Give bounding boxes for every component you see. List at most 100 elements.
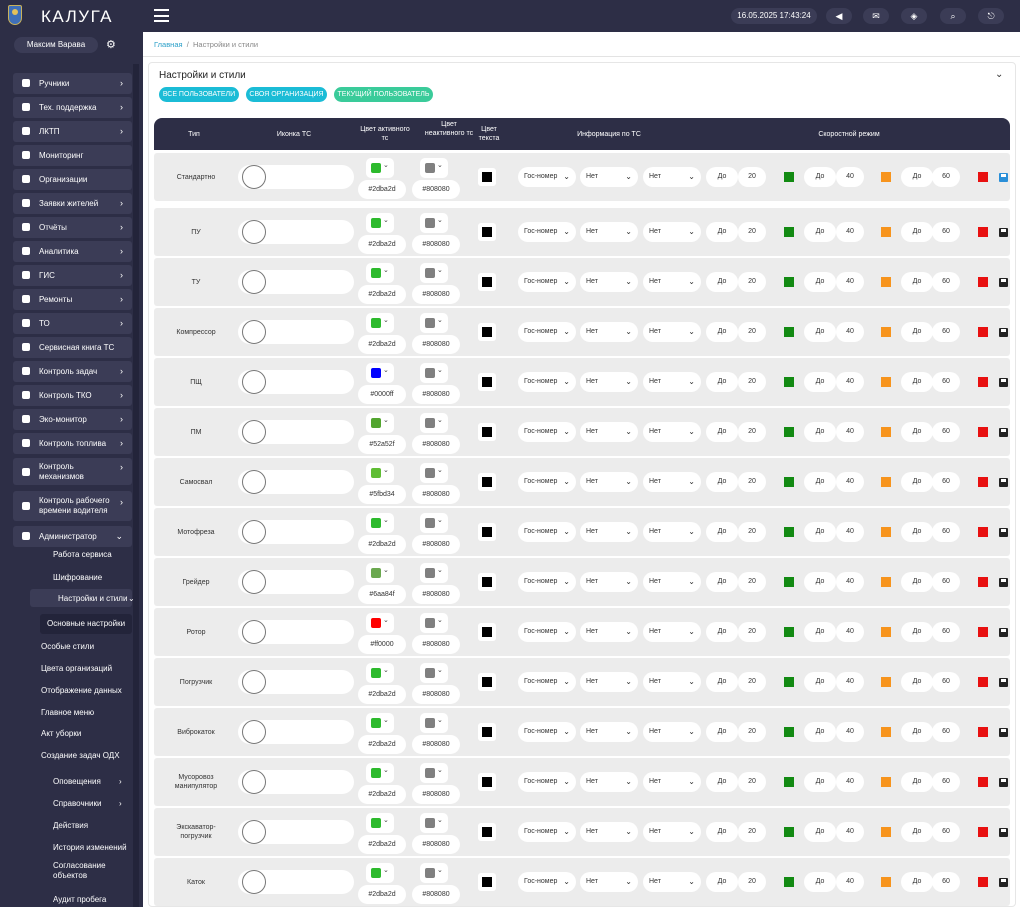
sidebar-subitem[interactable]: Действия xyxy=(53,821,89,830)
sidebar-subitem[interactable]: Согласование объектов xyxy=(53,861,106,880)
sidebar-subitem[interactable]: Шифрование xyxy=(53,573,103,582)
save-icon[interactable] xyxy=(999,278,1008,287)
active-color-picker[interactable]: ⌄ xyxy=(366,158,394,178)
speed-threshold-1[interactable]: 20 xyxy=(738,422,766,442)
speed-threshold-2[interactable]: 40 xyxy=(836,472,864,492)
sidebar-subitem[interactable]: Цвета организаций xyxy=(41,664,113,673)
sidebar-subitem[interactable]: Работа сервиса xyxy=(53,550,112,559)
active-color-picker[interactable]: ⌄ xyxy=(366,813,394,833)
info-select-3[interactable]: Нет ⌄ xyxy=(643,822,701,842)
sidebar-subitem[interactable]: Акт уборки xyxy=(41,729,82,738)
active-color-picker[interactable]: ⌄ xyxy=(366,613,394,633)
speed-threshold-2[interactable]: 40 xyxy=(836,722,864,742)
truck-icon[interactable] xyxy=(242,370,266,394)
inactive-color-hex[interactable]: #808080 xyxy=(412,485,460,504)
speed-color-red[interactable] xyxy=(978,427,988,437)
active-color-picker[interactable]: ⌄ xyxy=(366,763,394,783)
speed-color-green[interactable] xyxy=(784,172,794,182)
speed-threshold-3[interactable]: 60 xyxy=(932,372,960,392)
speed-color-red[interactable] xyxy=(978,527,988,537)
speed-color-green[interactable] xyxy=(784,727,794,737)
info-select-3[interactable]: Нет ⌄ xyxy=(643,272,701,292)
speed-color-orange[interactable] xyxy=(881,827,891,837)
text-color-picker[interactable] xyxy=(478,723,496,741)
info-select-2[interactable]: Нет ⌄ xyxy=(580,472,638,492)
sidebar-item-15[interactable]: Контроль топлива › xyxy=(13,433,132,454)
active-color-picker[interactable]: ⌄ xyxy=(366,463,394,483)
speed-color-green[interactable] xyxy=(784,577,794,587)
info-select-3[interactable]: Нет ⌄ xyxy=(643,522,701,542)
active-color-hex[interactable]: #2dba2d xyxy=(358,535,406,554)
info-select-2[interactable]: Нет ⌄ xyxy=(580,572,638,592)
speed-color-orange[interactable] xyxy=(881,427,891,437)
filter-own-org-button[interactable]: СВОЯ ОРГАНИЗАЦИЯ xyxy=(246,87,327,102)
active-color-picker[interactable]: ⌄ xyxy=(366,313,394,333)
active-color-hex[interactable]: #2dba2d xyxy=(358,285,406,304)
info-select-3[interactable]: Нет ⌄ xyxy=(643,722,701,742)
sidebar-subitem[interactable]: История изменений xyxy=(53,843,127,852)
speed-threshold-2[interactable]: 40 xyxy=(836,622,864,642)
speed-threshold-3[interactable]: 60 xyxy=(932,272,960,292)
inactive-color-hex[interactable]: #808080 xyxy=(412,885,460,904)
inactive-color-picker[interactable]: ⌄ xyxy=(420,313,448,333)
info-select-1[interactable]: Гос-номер ⌄ xyxy=(518,167,576,187)
active-color-picker[interactable]: ⌄ xyxy=(366,663,394,683)
inactive-color-hex[interactable]: #808080 xyxy=(412,535,460,554)
info-select-3[interactable]: Нет ⌄ xyxy=(643,322,701,342)
truck-icon[interactable] xyxy=(242,820,266,844)
info-select-1[interactable]: Гос-номер ⌄ xyxy=(518,722,576,742)
sidebar-subitem[interactable]: Аудит пробега xyxy=(53,895,107,904)
info-select-1[interactable]: Гос-номер ⌄ xyxy=(518,322,576,342)
inactive-color-hex[interactable]: #808080 xyxy=(412,635,460,654)
sidebar-subitem[interactable]: Главное меню xyxy=(41,708,95,717)
truck-icon[interactable] xyxy=(242,770,266,794)
truck-icon[interactable] xyxy=(242,165,266,189)
active-color-hex[interactable]: #2dba2d xyxy=(358,685,406,704)
speed-threshold-3[interactable]: 60 xyxy=(932,522,960,542)
speed-color-red[interactable] xyxy=(978,577,988,587)
inactive-color-hex[interactable]: #808080 xyxy=(412,685,460,704)
text-color-picker[interactable] xyxy=(478,873,496,891)
filter-all-users-button[interactable]: ВСЕ ПОЛЬЗОВАТЕЛИ xyxy=(159,87,239,102)
truck-icon[interactable] xyxy=(242,220,266,244)
text-color-picker[interactable] xyxy=(478,273,496,291)
inactive-color-picker[interactable]: ⌄ xyxy=(420,663,448,683)
sidebar-item-9[interactable]: Ремонты › xyxy=(13,289,132,310)
info-select-1[interactable]: Гос-номер ⌄ xyxy=(518,272,576,292)
speed-color-green[interactable] xyxy=(784,777,794,787)
mail-icon[interactable]: ✉ xyxy=(863,8,889,24)
info-select-2[interactable]: Нет ⌄ xyxy=(580,872,638,892)
info-select-3[interactable]: Нет ⌄ xyxy=(643,622,701,642)
truck-icon[interactable] xyxy=(242,470,266,494)
info-select-1[interactable]: Гос-номер ⌄ xyxy=(518,522,576,542)
speed-color-orange[interactable] xyxy=(881,777,891,787)
sidebar-item-4[interactable]: Организации xyxy=(13,169,132,190)
info-select-1[interactable]: Гос-номер ⌄ xyxy=(518,672,576,692)
active-color-hex[interactable]: #2dba2d xyxy=(358,835,406,854)
sidebar-item-0[interactable]: Ручники › xyxy=(13,73,132,94)
sidebar-item-3[interactable]: Мониторинг xyxy=(13,145,132,166)
text-color-picker[interactable] xyxy=(478,373,496,391)
info-select-2[interactable]: Нет ⌄ xyxy=(580,272,638,292)
inactive-color-hex[interactable]: #808080 xyxy=(412,835,460,854)
text-color-picker[interactable] xyxy=(478,168,496,186)
sidebar-subitem[interactable]: Оповещения xyxy=(53,777,101,786)
active-color-picker[interactable]: ⌄ xyxy=(366,863,394,883)
filter-current-user-button[interactable]: ТЕКУЩИЙ ПОЛЬЗОВАТЕЛЬ xyxy=(334,87,433,102)
speed-threshold-2[interactable]: 40 xyxy=(836,822,864,842)
active-color-hex[interactable]: #0000ff xyxy=(358,385,406,404)
save-icon[interactable] xyxy=(999,578,1008,587)
inactive-color-picker[interactable]: ⌄ xyxy=(420,763,448,783)
speed-threshold-3[interactable]: 60 xyxy=(932,722,960,742)
info-select-1[interactable]: Гос-номер ⌄ xyxy=(518,572,576,592)
speed-threshold-2[interactable]: 40 xyxy=(836,322,864,342)
speed-threshold-1[interactable]: 20 xyxy=(738,322,766,342)
sidebar-item-1[interactable]: Тех. поддержка › xyxy=(13,97,132,118)
speed-threshold-2[interactable]: 40 xyxy=(836,872,864,892)
info-select-2[interactable]: Нет ⌄ xyxy=(580,322,638,342)
speed-threshold-2[interactable]: 40 xyxy=(836,272,864,292)
save-icon[interactable] xyxy=(999,878,1008,887)
info-select-2[interactable]: Нет ⌄ xyxy=(580,522,638,542)
speed-color-orange[interactable] xyxy=(881,727,891,737)
inactive-color-picker[interactable]: ⌄ xyxy=(420,158,448,178)
